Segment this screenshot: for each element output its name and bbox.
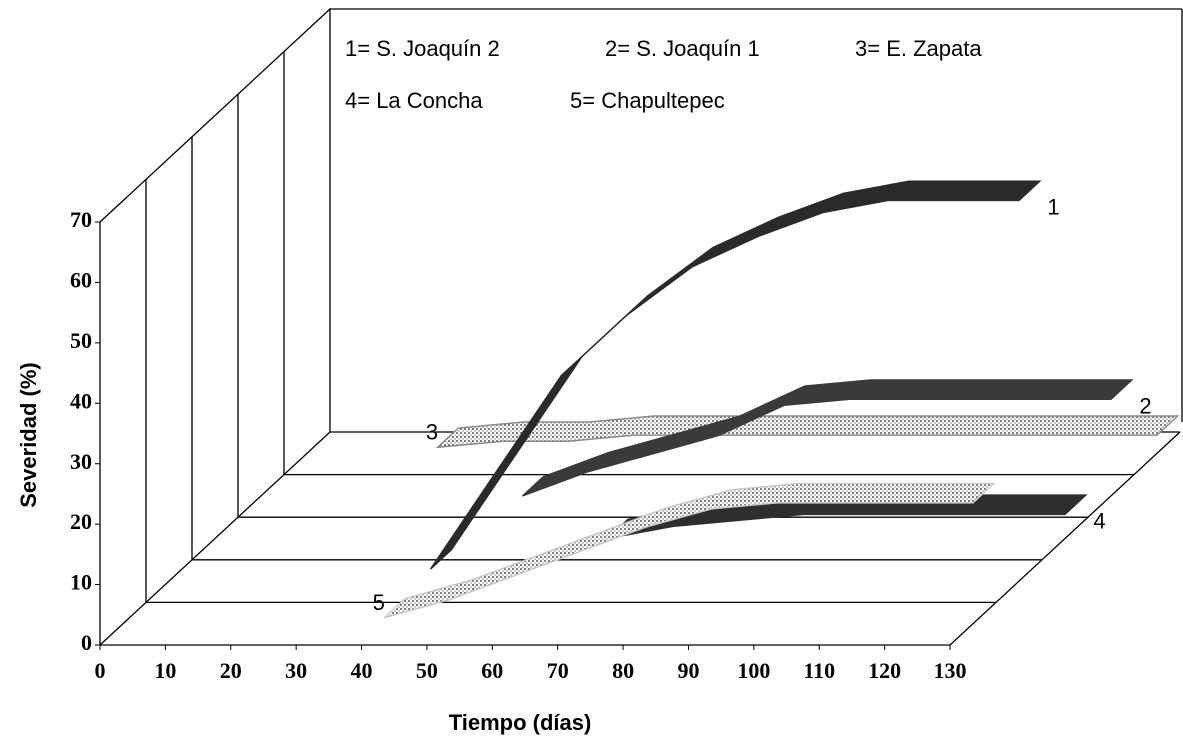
- series-tag: 1: [1047, 195, 1059, 220]
- x-tick-label: 20: [220, 658, 242, 683]
- frame: [99, 7, 331, 432]
- x-tick-label: 0: [95, 658, 106, 683]
- x-tick-label: 120: [868, 658, 901, 683]
- x-tick-label: 80: [612, 658, 634, 683]
- x-axis-label: Tiempo (días): [449, 710, 592, 735]
- frame: [99, 431, 1180, 646]
- y-tick-label: 10: [70, 570, 92, 595]
- x-tick-label: 70: [547, 658, 569, 683]
- y-tick-label: 20: [70, 509, 92, 534]
- legend-entry: 2= S. Joaquín 1: [605, 36, 760, 61]
- ribbon: [429, 180, 1042, 570]
- x-tick-label: 130: [934, 658, 967, 683]
- series-tag: 5: [373, 590, 385, 615]
- y-tick-label: 50: [70, 328, 92, 353]
- legend-entry: 4= La Concha: [345, 88, 483, 113]
- ribbon: [435, 415, 1180, 449]
- ribbon: [384, 482, 996, 619]
- x-tick-label: 110: [803, 658, 835, 683]
- y-tick-label: 40: [70, 388, 92, 413]
- legend-entry: 5= Chapultepec: [570, 88, 725, 113]
- x-tick-label: 10: [154, 658, 176, 683]
- x-tick-label: 90: [677, 658, 699, 683]
- y-tick-label: 30: [70, 449, 92, 474]
- y-tick-label: 0: [81, 630, 92, 655]
- frame: [99, 222, 1181, 646]
- series-tag: 3: [426, 419, 438, 444]
- x-tick-label: 100: [737, 658, 770, 683]
- ribbon: [522, 379, 1134, 497]
- series-tag: 4: [1093, 509, 1105, 534]
- y-tick-label: 60: [70, 267, 92, 292]
- x-tick-label: 50: [416, 658, 438, 683]
- x-tick-label: 30: [285, 658, 307, 683]
- x-tick-label: 60: [481, 658, 503, 683]
- legend-entry: 1= S. Joaquín 2: [345, 36, 500, 61]
- y-tick-label: 70: [70, 207, 92, 232]
- y-axis-label: Severidad (%): [16, 362, 41, 508]
- legend-entry: 3= E. Zapata: [855, 36, 982, 61]
- series-tag: 2: [1139, 393, 1151, 418]
- x-tick-label: 40: [351, 658, 373, 683]
